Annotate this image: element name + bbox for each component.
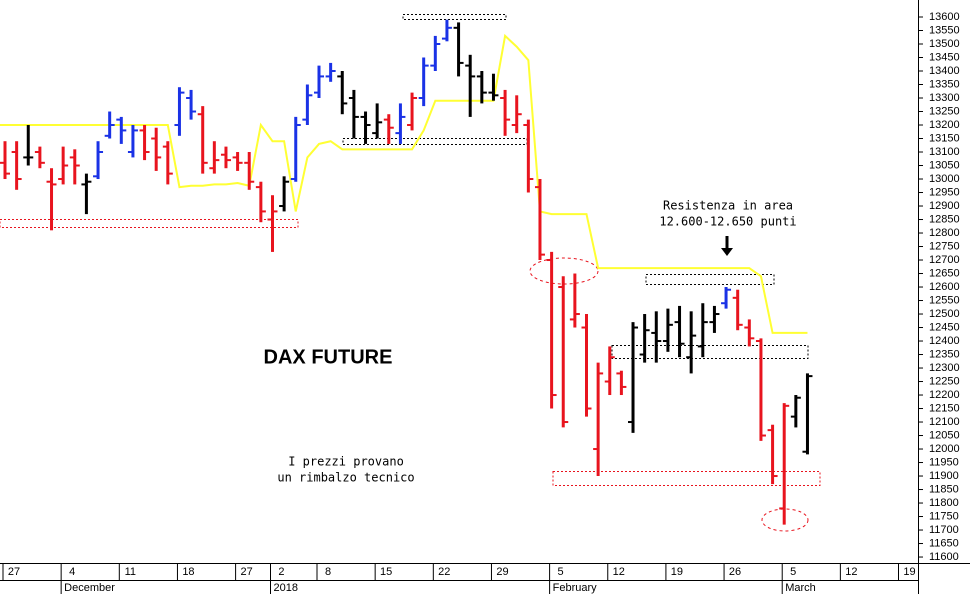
y-tick-label: 13250 bbox=[929, 105, 960, 117]
y-tick-label: 12200 bbox=[929, 389, 960, 401]
x-tick-label: 8 bbox=[325, 566, 331, 578]
y-tick-label: 13150 bbox=[929, 132, 960, 144]
y-tick-label: 13050 bbox=[929, 159, 960, 171]
x-tick-label: 27 bbox=[8, 566, 20, 578]
y-tick-label: 13550 bbox=[929, 24, 960, 36]
y-tick-label: 12000 bbox=[929, 443, 960, 455]
y-tick-label: 11650 bbox=[929, 537, 959, 549]
support-zone bbox=[342, 138, 528, 145]
y-tick-label: 13000 bbox=[929, 173, 960, 185]
resistance-zone bbox=[611, 345, 809, 359]
x-tick-label: 5 bbox=[558, 566, 564, 578]
x-tick-label: 19 bbox=[903, 566, 915, 578]
stop-line bbox=[0, 33, 808, 334]
x-tick-label: 11 bbox=[125, 566, 136, 578]
y-tick-label: 12150 bbox=[929, 402, 960, 414]
y-tick-label: 13500 bbox=[929, 38, 960, 50]
annotation: I prezzi provano bbox=[288, 455, 404, 469]
y-tick-label: 11600 bbox=[929, 551, 959, 563]
y-tick-label: 11850 bbox=[929, 483, 959, 495]
y-tick-label: 12900 bbox=[929, 200, 960, 212]
y-tick-label: 13100 bbox=[929, 146, 960, 158]
y-tick-label: 13300 bbox=[929, 92, 960, 104]
x-tick-label: 22 bbox=[438, 566, 450, 578]
x-tick-label: 18 bbox=[182, 566, 194, 578]
x-tick-label: 4 bbox=[69, 566, 75, 578]
y-tick-label: 12700 bbox=[929, 254, 960, 266]
y-tick-label: 12100 bbox=[929, 416, 960, 428]
x-month-label: February bbox=[553, 582, 598, 594]
y-tick-label: 12600 bbox=[929, 281, 960, 293]
plot bbox=[0, 19, 813, 525]
x-tick-label: 2 bbox=[278, 566, 284, 578]
y-tick-label: 12550 bbox=[929, 294, 960, 306]
y-tick-label: 13450 bbox=[929, 51, 960, 63]
x-tick-label: 12 bbox=[845, 566, 857, 578]
y-tick-label: 11900 bbox=[929, 470, 959, 482]
resistance-zone bbox=[402, 14, 507, 20]
x-tick-label: 19 bbox=[671, 566, 683, 578]
x-tick-label: 26 bbox=[729, 566, 741, 578]
annotation: un rimbalzo tecnico bbox=[277, 471, 414, 485]
y-tick-label: 13350 bbox=[929, 78, 960, 90]
y-tick-label: 12850 bbox=[929, 213, 960, 225]
support-zone bbox=[0, 219, 299, 228]
y-tick-label: 12400 bbox=[929, 335, 960, 347]
annotation: Resistenza in area bbox=[663, 199, 793, 213]
y-tick-label: 12500 bbox=[929, 308, 960, 320]
arrow-head bbox=[721, 248, 733, 256]
x-month-label: December bbox=[64, 582, 115, 594]
highlight-ellipse bbox=[761, 508, 809, 532]
resistance-zone bbox=[645, 274, 775, 285]
y-tick-label: 12300 bbox=[929, 362, 960, 374]
x-tick-label: 27 bbox=[240, 566, 252, 578]
y-tick-label: 12650 bbox=[929, 267, 960, 279]
annotation: 12.600-12.650 punti bbox=[659, 215, 796, 229]
y-tick-label: 12800 bbox=[929, 227, 960, 239]
x-tick-label: 29 bbox=[496, 566, 508, 578]
y-tick-label: 12250 bbox=[929, 375, 960, 387]
y-tick-label: 12050 bbox=[929, 429, 960, 441]
support-zone bbox=[552, 471, 821, 486]
chart-title: DAX FUTURE bbox=[264, 346, 393, 368]
x-tick-label: 5 bbox=[790, 566, 796, 578]
y-tick-label: 11800 bbox=[929, 497, 959, 509]
x-tick-label: 15 bbox=[380, 566, 392, 578]
y-tick-label: 12350 bbox=[929, 348, 960, 360]
y-tick-label: 11950 bbox=[929, 456, 959, 468]
x-month-label: March bbox=[785, 582, 816, 594]
y-tick-label: 12750 bbox=[929, 240, 960, 252]
y-tick-label: 13400 bbox=[929, 65, 960, 77]
y-tick-label: 11700 bbox=[929, 524, 959, 536]
x-tick-label: 12 bbox=[613, 566, 625, 578]
y-tick-label: 13600 bbox=[929, 11, 960, 23]
x-month-label: 2018 bbox=[273, 582, 297, 594]
y-tick-label: 12950 bbox=[929, 186, 960, 198]
y-tick-label: 13200 bbox=[929, 119, 960, 131]
y-tick-label: 12450 bbox=[929, 321, 960, 333]
y-tick-label: 11750 bbox=[929, 510, 959, 522]
